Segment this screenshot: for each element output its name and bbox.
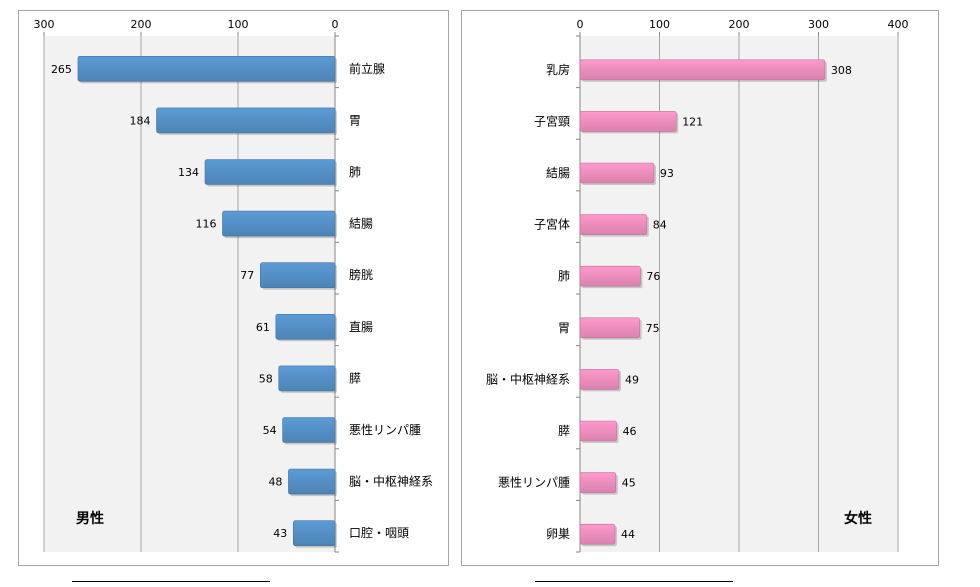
bar-0 (579, 59, 826, 81)
value-label: 116 (195, 218, 216, 231)
axis-tick-label: 100 (228, 18, 249, 31)
category-label: 悪性リンパ腫 (498, 476, 570, 490)
bar-4 (579, 265, 641, 287)
category-label: 子宮体 (534, 217, 570, 232)
category-label: 悪性リンパ腫 (349, 423, 421, 437)
bar-7 (282, 417, 336, 443)
value-label: 44 (621, 528, 635, 541)
male-chart-panel: 300 200 100 0 265 前立腺 184 胃 134 肺 116 結腸 77 膀胱 61 直腸 58 膵… (18, 10, 449, 566)
bar-1 (579, 111, 677, 132)
bar-8 (288, 468, 336, 495)
value-label: 265 (51, 63, 72, 76)
bar-3 (579, 214, 648, 235)
axis-tick-label: 200 (729, 18, 750, 31)
axis-tick-label: 200 (131, 18, 152, 31)
value-label: 121 (682, 115, 703, 128)
category-label: 口腔・咽頭 (349, 525, 409, 540)
category-label: 直腸 (349, 320, 373, 334)
value-label: 46 (623, 425, 637, 438)
axis-tick-label: 400 (888, 18, 909, 31)
axis-tick-label: 300 (808, 18, 829, 31)
bar-9 (292, 520, 336, 547)
value-label: 58 (259, 372, 273, 385)
value-label: 84 (653, 219, 667, 232)
category-label: 脳・中枢神経系 (349, 474, 433, 489)
bar-4 (260, 262, 336, 288)
value-label: 45 (622, 477, 636, 490)
value-label: 49 (625, 373, 639, 386)
value-label: 54 (263, 424, 277, 437)
category-label: 乳房 (546, 62, 570, 77)
category-label: 胃 (558, 321, 570, 335)
bar-2 (204, 159, 336, 185)
male-bar-chart: 300 200 100 0 265 前立腺 184 胃 134 肺 116 結腸 77 膀胱 61 直腸 58 膵… (34, 18, 433, 553)
axis-tick-label: 0 (577, 18, 584, 31)
category-label: 膀胱 (349, 267, 373, 282)
value-label: 43 (273, 527, 287, 540)
female-footer-line (535, 581, 733, 582)
value-label: 134 (178, 166, 199, 179)
bar-1 (156, 107, 336, 134)
category-label: 脳・中枢神経系 (486, 371, 570, 386)
sex-label: 女性 (844, 510, 872, 527)
value-label: 75 (646, 322, 660, 335)
female-bar-chart: 0 100 200 300 400 308 乳房 121 子宮頸 93 結腸 84 子宮体 76 肺 75 胃 4… (486, 18, 909, 553)
category-label: 肺 (349, 165, 361, 179)
value-label: 93 (660, 167, 674, 180)
value-label: 308 (831, 64, 852, 77)
value-label: 76 (646, 270, 660, 283)
value-label: 61 (256, 321, 270, 334)
category-label: 卵巣 (546, 527, 570, 541)
bar-5 (275, 313, 336, 340)
axis-tick-label: 0 (332, 18, 339, 31)
bar-9 (579, 523, 616, 545)
value-label: 77 (240, 269, 254, 282)
category-label: 膵 (349, 371, 361, 385)
category-label: 前立腺 (349, 61, 385, 76)
category-label: 結腸 (546, 166, 570, 180)
bar-6 (579, 369, 620, 390)
bar-7 (579, 420, 617, 442)
male-footer-line (72, 581, 270, 582)
category-label: 子宮頸 (534, 113, 570, 128)
category-label: 結腸 (349, 217, 373, 231)
bar-0 (77, 55, 336, 82)
value-label: 184 (130, 114, 151, 127)
female-chart-panel: 0 100 200 300 400 308 乳房 121 子宮頸 93 結腸 84 子宮体 76 肺 75 胃 4… (461, 10, 939, 566)
category-label: 膵 (558, 424, 570, 438)
bar-6 (278, 365, 336, 392)
bar-5 (579, 317, 640, 339)
bar-8 (579, 472, 617, 493)
sex-label: 男性 (76, 510, 104, 527)
category-label: 胃 (349, 113, 361, 127)
category-label: 肺 (558, 269, 570, 283)
value-label: 48 (268, 476, 282, 489)
axis-tick-label: 300 (34, 18, 55, 31)
bar-2 (579, 162, 655, 184)
bar-3 (222, 210, 336, 237)
axis-tick-label: 100 (649, 18, 670, 31)
